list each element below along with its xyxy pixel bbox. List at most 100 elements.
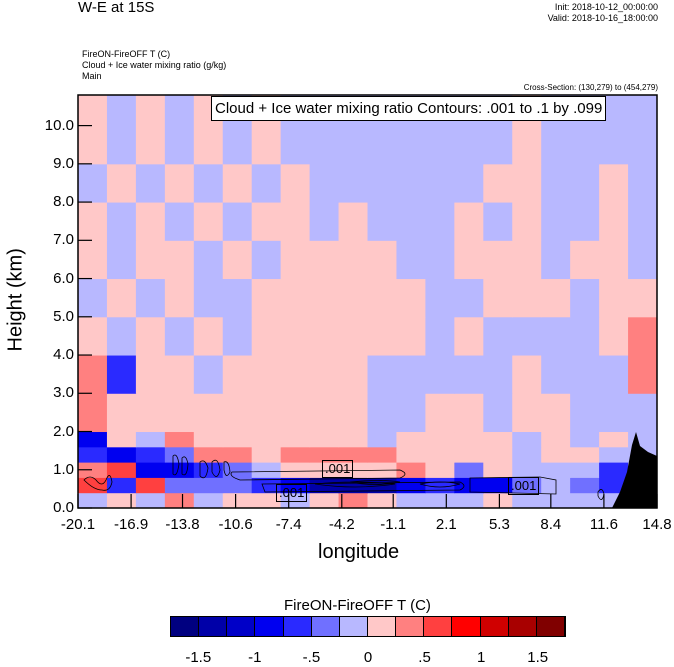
heatmap-cell: [135, 355, 166, 394]
heatmap-cell: [280, 477, 311, 494]
heatmap-cell: [425, 163, 455, 203]
heatmap-cell: [570, 202, 600, 241]
colorbar-swatch: [508, 617, 537, 636]
heatmap-cell: [309, 431, 340, 448]
heatmap-cell: [396, 240, 426, 280]
heatmap-cell: [570, 355, 600, 394]
colorbar-swatch: [227, 617, 256, 636]
heatmap-cell: [628, 278, 658, 318]
heatmap-cell: [193, 316, 224, 356]
heatmap-cell: [483, 163, 513, 203]
heatmap-cell: [396, 446, 426, 463]
x-tick-label: 5.3: [488, 516, 510, 533]
y-tick-label: 0.0: [53, 499, 74, 516]
heatmap-cell: [280, 202, 311, 241]
x-tick-label: -7.4: [275, 516, 302, 533]
colorbar-tick-label: 1: [476, 649, 486, 666]
field-label-cloud: Cloud + Ice water mixing ratio (g/kg): [82, 60, 227, 70]
heatmap-cell: [251, 462, 282, 478]
field-label-main: Main: [82, 71, 102, 81]
heatmap-cell: [599, 202, 629, 241]
x-tick-label: -13.8: [165, 516, 200, 533]
heatmap-cell: [512, 462, 542, 478]
colorbar-swatch: [424, 617, 453, 636]
heatmap-cell: [164, 393, 195, 433]
contour-line: [314, 480, 401, 488]
heatmap-cell: [570, 492, 600, 509]
y-tick-label: 9.0: [53, 154, 74, 172]
heatmap-cell: [396, 393, 426, 433]
colorbar-swatch: [283, 617, 312, 636]
heatmap-cell: [541, 240, 571, 280]
heatmap-cell: [512, 431, 542, 448]
contour-line: [419, 481, 461, 488]
heatmap-cell: [396, 431, 426, 448]
heatmap-cell: [367, 393, 397, 433]
heatmap-cell: [338, 278, 368, 318]
heatmap-cell: [106, 462, 137, 478]
colorbar-swatch: [452, 617, 481, 636]
heatmap-cell: [570, 278, 600, 318]
heatmap-cell: [483, 393, 513, 433]
heatmap-cell: [193, 202, 224, 241]
plot-frame: [77, 94, 658, 509]
contour-line: [261, 481, 465, 493]
heatmap-cell: [222, 355, 253, 394]
heatmap-cell: [193, 393, 224, 433]
heatmap-cell: [425, 492, 455, 509]
heatmap-cells: [78, 95, 658, 509]
heatmap-cell: [78, 431, 108, 448]
x-tick-label: 14.8: [642, 516, 672, 533]
colorbar-tick-label: .5: [418, 649, 431, 666]
heatmap-cell: [512, 316, 542, 356]
heatmap-cell: [106, 393, 137, 433]
heatmap-cell: [628, 95, 658, 165]
colorbar-title: FireON-FireOFF T (C): [284, 597, 431, 614]
heatmap-cell: [483, 446, 513, 463]
contour-line: [172, 454, 189, 476]
heatmap-cell: [570, 446, 600, 463]
heatmap-cell: [454, 240, 484, 280]
colorbar-tick-label: -1.5: [185, 649, 212, 666]
heatmap-cell: [222, 240, 253, 280]
y-tick-label: 3.0: [53, 384, 74, 402]
heatmap-cell: [106, 477, 137, 494]
heatmap-cell: [280, 355, 311, 394]
heatmap-cell: [628, 163, 658, 203]
heatmap-cell: [454, 477, 484, 494]
heatmap-cell: [599, 240, 629, 280]
heatmap-cell: [541, 492, 571, 509]
heatmap-cell: [135, 393, 166, 433]
heatmap-cell: [222, 462, 253, 478]
heatmap-cell: [628, 355, 658, 394]
heatmap-cell: [425, 477, 455, 494]
heatmap-cell: [106, 431, 137, 448]
colorbar-tick-label: -.5: [302, 649, 321, 666]
heatmap-cell: [280, 431, 311, 448]
contour-line: [230, 469, 406, 481]
heatmap-cell: [367, 431, 397, 448]
heatmap-cell: [135, 431, 166, 448]
field-label-temperature: FireON-FireOFF T (C): [82, 49, 171, 59]
heatmap-cell: [222, 477, 253, 494]
heatmap-cell: [541, 355, 571, 394]
heatmap-cell: [280, 240, 311, 280]
heatmap-cell: [541, 446, 571, 463]
heatmap-cell: [251, 316, 282, 356]
plot-title: W-E at 15S: [78, 0, 155, 16]
heatmap-cell: [251, 355, 282, 394]
y-tick-label: 5.0: [53, 307, 74, 325]
heatmap-cell: [135, 446, 166, 463]
heatmap-cell: [512, 446, 542, 463]
heatmap-cell: [251, 393, 282, 433]
colorbar: [170, 616, 566, 637]
heatmap-cell: [164, 316, 195, 356]
x-tick-label: -16.9: [113, 516, 149, 533]
heatmap-cell: [193, 462, 224, 478]
heatmap-cell: [454, 446, 484, 463]
heatmap-cell: [106, 355, 137, 394]
x-tick-label: -20.1: [60, 516, 96, 533]
heatmap-cell: [570, 163, 600, 203]
heatmap-cell: [106, 240, 137, 280]
heatmap-cell: [541, 316, 571, 356]
